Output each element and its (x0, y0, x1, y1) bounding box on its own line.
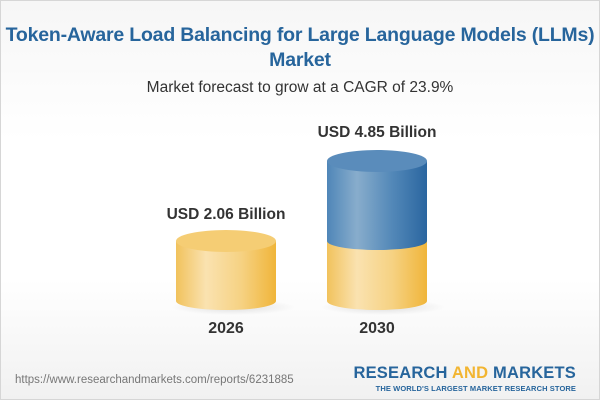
title-line-1: Token-Aware Load Balancing for Large Lan… (5, 24, 595, 46)
title-line-2: Market (269, 49, 331, 71)
logo-research: RESEARCH (353, 364, 448, 382)
bar-2030-growth-segment (327, 161, 427, 250)
year-label-2030: 2030 (359, 320, 395, 337)
chart-title: Token-Aware Load Balancing for Large Lan… (1, 23, 599, 73)
brand-logo: RESEARCH AND MARKETS THE WORLD'S LARGEST… (353, 365, 576, 394)
bar-2030 (321, 150, 445, 315)
year-label-2026: 2026 (208, 320, 244, 337)
value-label-2030: USD 4.85 Billion (317, 124, 437, 141)
logo-markets: MARKETS (493, 364, 576, 382)
report-url[interactable]: https://www.researchandmarkets.com/repor… (15, 374, 294, 386)
logo-and: AND (451, 364, 489, 382)
bar-2026 (171, 230, 295, 315)
bar-2030-base-segment (327, 241, 427, 310)
logo-tagline: THE WORLD'S LARGEST MARKET RESEARCH STOR… (375, 384, 576, 393)
value-label-2026: USD 2.06 Billion (166, 206, 286, 223)
chart-subtitle: Market forecast to grow at a CAGR of 23.… (146, 79, 454, 96)
logo-wordmark: RESEARCH AND MARKETS (353, 365, 576, 382)
